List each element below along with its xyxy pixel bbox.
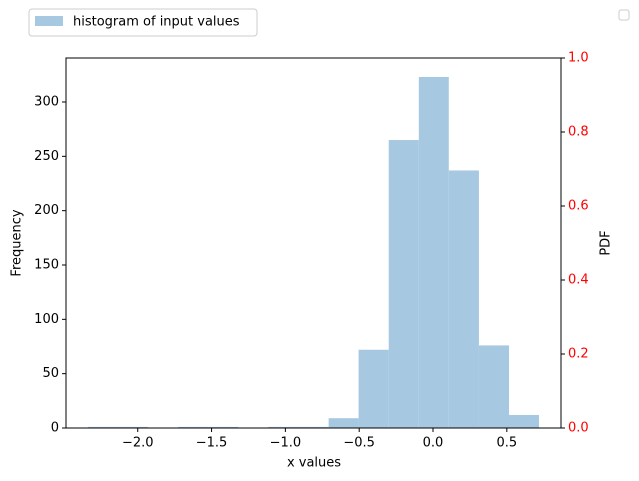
x-tick-label: −1.5 bbox=[196, 436, 228, 451]
y-axis-label: Frequency bbox=[10, 209, 25, 276]
histogram-bar bbox=[298, 426, 329, 428]
histogram-bar bbox=[208, 426, 239, 428]
histogram-bar bbox=[478, 345, 510, 428]
legend-label: histogram of input values bbox=[73, 15, 240, 30]
x-tick-label: −2.0 bbox=[122, 436, 154, 451]
empty-legend bbox=[618, 9, 630, 21]
y2-tick-label: 1.0 bbox=[568, 51, 589, 66]
plot-frame bbox=[65, 57, 562, 429]
histogram-bar bbox=[448, 170, 479, 428]
y2-tick-label: 0.8 bbox=[568, 125, 589, 140]
x-tick-label: 0.5 bbox=[496, 436, 517, 451]
y2-tick-label: 0.6 bbox=[568, 199, 589, 214]
y2-tick-label: 0.4 bbox=[568, 273, 589, 288]
histogram-bar bbox=[418, 77, 449, 429]
y2-tick-label: 0.0 bbox=[568, 421, 589, 436]
histogram-bar bbox=[268, 426, 299, 428]
legend-box bbox=[28, 8, 258, 37]
legend-key bbox=[35, 16, 63, 26]
y-tick-label: 100 bbox=[34, 312, 59, 327]
histogram-bar bbox=[358, 349, 389, 428]
histogram-bar bbox=[87, 426, 119, 428]
histogram-bar bbox=[118, 426, 149, 428]
histogram-bar bbox=[328, 418, 359, 428]
x-tick-label: −1.0 bbox=[270, 436, 302, 451]
y-tick-label: 50 bbox=[42, 366, 59, 381]
x-axis-label: x values bbox=[287, 456, 341, 471]
histogram-bar bbox=[509, 414, 540, 428]
y-tick-label: 250 bbox=[34, 149, 59, 164]
y-tick-label: 200 bbox=[34, 203, 59, 218]
histogram-bar bbox=[178, 426, 209, 428]
y2-tick-label: 0.2 bbox=[568, 347, 589, 362]
y-tick-label: 0 bbox=[51, 421, 59, 436]
y-tick-label: 300 bbox=[34, 95, 59, 110]
x-tick-label: −0.5 bbox=[343, 436, 375, 451]
x-tick-label: 0.0 bbox=[423, 436, 444, 451]
histogram-bar bbox=[388, 140, 419, 428]
y-tick-label: 150 bbox=[34, 258, 59, 273]
y2-axis-label: PDF bbox=[599, 230, 614, 255]
